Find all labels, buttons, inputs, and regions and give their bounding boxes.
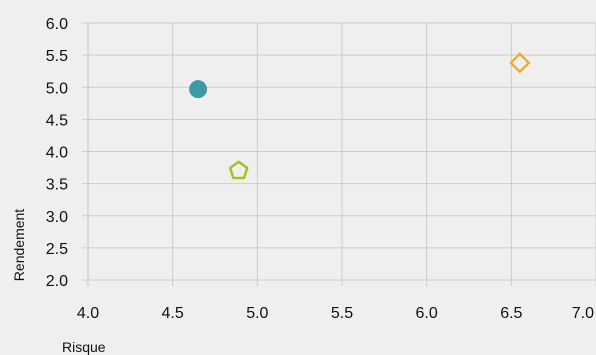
data-points: [189, 52, 531, 180]
grid: [82, 22, 596, 286]
x-axis-title: Risque: [62, 339, 106, 355]
x-tick-label: 4.5: [162, 305, 184, 322]
y-axis-title: Rendement: [11, 209, 27, 281]
tick-labels: 2.0 2.5 3.0 3.5 4.0 4.5 5.0 5.5 6.0 4.0 4.5 5.0 5.5 6…: [46, 16, 594, 322]
y-tick-label: 6.0: [46, 16, 68, 33]
y-tick-label: 3.0: [46, 209, 68, 226]
y-tick-label: 4.0: [46, 145, 68, 162]
y-tick-label: 5.5: [46, 48, 68, 65]
y-tick-label: 2.5: [46, 241, 68, 258]
data-point-pentagon: [228, 160, 249, 180]
y-tick-label: 5.0: [46, 80, 68, 97]
y-tick-label: 3.5: [46, 177, 68, 194]
x-tick-label: 6.5: [500, 305, 522, 322]
x-tick-label: 5.5: [331, 305, 353, 322]
y-tick-label: 4.5: [46, 112, 68, 129]
x-tick-label: 7.0: [572, 305, 594, 322]
x-tick-label: 4.0: [77, 305, 99, 322]
data-point-circle: [189, 80, 208, 99]
x-tick-label: 5.0: [246, 305, 268, 322]
data-point-diamond: [509, 52, 531, 74]
x-tick-label: 6.0: [416, 305, 438, 322]
y-tick-label: 2.0: [46, 273, 68, 290]
